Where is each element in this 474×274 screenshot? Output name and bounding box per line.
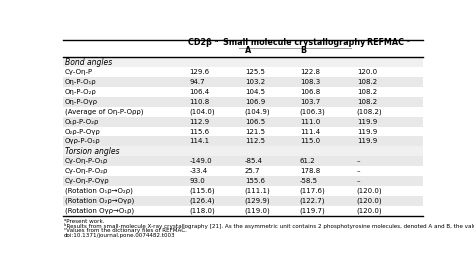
Text: 155.6: 155.6	[245, 178, 265, 184]
Text: -33.4: -33.4	[190, 168, 208, 174]
FancyBboxPatch shape	[63, 117, 423, 127]
Text: 106.9: 106.9	[245, 99, 265, 105]
Text: –: –	[357, 158, 360, 164]
Text: 120.0: 120.0	[357, 69, 377, 75]
Text: ᵃPresent work.: ᵃPresent work.	[64, 219, 104, 224]
Text: 61.2: 61.2	[300, 158, 316, 164]
Text: (122.7): (122.7)	[300, 198, 325, 204]
Text: Cγ-Oη-P-O₁ρ: Cγ-Oη-P-O₁ρ	[65, 158, 108, 164]
Text: 114.1: 114.1	[190, 138, 210, 144]
FancyBboxPatch shape	[63, 97, 423, 107]
Text: -85.4: -85.4	[245, 158, 263, 164]
Text: 125.5: 125.5	[245, 69, 264, 75]
FancyBboxPatch shape	[63, 136, 423, 146]
FancyBboxPatch shape	[63, 186, 423, 196]
Text: –: –	[357, 178, 360, 184]
Text: (Average of Oη-P-Oρρ): (Average of Oη-P-Oρρ)	[65, 109, 143, 115]
Text: 115.6: 115.6	[190, 129, 210, 135]
Text: 112.9: 112.9	[190, 119, 210, 125]
Text: (119.7): (119.7)	[300, 208, 326, 214]
Text: 122.8: 122.8	[300, 69, 320, 75]
Text: 108.2: 108.2	[357, 79, 377, 85]
Text: 93.0: 93.0	[190, 178, 205, 184]
Text: (120.0): (120.0)	[357, 208, 383, 214]
Text: (120.0): (120.0)	[357, 198, 383, 204]
FancyBboxPatch shape	[63, 127, 423, 136]
Text: A: A	[245, 46, 251, 55]
Text: 106.5: 106.5	[245, 119, 265, 125]
FancyBboxPatch shape	[63, 206, 423, 216]
Text: 106.4: 106.4	[190, 89, 210, 95]
Text: (Rotation O₂ρ→Oγρ): (Rotation O₂ρ→Oγρ)	[65, 198, 134, 204]
FancyBboxPatch shape	[63, 196, 423, 206]
Text: CD2β ᵃ: CD2β ᵃ	[188, 38, 218, 47]
Text: (117.6): (117.6)	[300, 188, 326, 194]
Text: Cγ-Oη-P: Cγ-Oη-P	[65, 69, 93, 75]
Text: Cγ-Oη-P-Oγρ: Cγ-Oη-P-Oγρ	[65, 178, 109, 184]
Text: 121.5: 121.5	[245, 129, 265, 135]
Text: (Rotation Oγρ→O₁ρ): (Rotation Oγρ→O₁ρ)	[65, 208, 134, 214]
Text: ᶜValues from the dictionary files of REFMAC.: ᶜValues from the dictionary files of REF…	[64, 229, 187, 233]
Text: 108.2: 108.2	[357, 89, 377, 95]
Text: Oη-P-O₂ρ: Oη-P-O₂ρ	[65, 89, 97, 95]
Text: (104.9): (104.9)	[245, 109, 270, 115]
Text: (Rotation O₁ρ→O₂ρ): (Rotation O₁ρ→O₂ρ)	[65, 188, 133, 194]
Text: 108.2: 108.2	[357, 99, 377, 105]
Text: -149.0: -149.0	[190, 158, 212, 164]
Text: (129.9): (129.9)	[245, 198, 270, 204]
Text: 104.5: 104.5	[245, 89, 265, 95]
Text: REFMAC ᶜ: REFMAC ᶜ	[366, 38, 410, 47]
Text: 119.9: 119.9	[357, 119, 377, 125]
Text: 103.2: 103.2	[245, 79, 265, 85]
FancyBboxPatch shape	[63, 77, 423, 87]
Text: (126.4): (126.4)	[190, 198, 215, 204]
FancyBboxPatch shape	[63, 146, 423, 156]
Text: doi:10.1371/journal.pone.0074482.t003: doi:10.1371/journal.pone.0074482.t003	[64, 233, 175, 238]
Text: 108.3: 108.3	[300, 79, 320, 85]
FancyBboxPatch shape	[63, 87, 423, 97]
Text: (115.6): (115.6)	[190, 188, 215, 194]
FancyBboxPatch shape	[63, 107, 423, 117]
Text: -58.5: -58.5	[300, 178, 318, 184]
FancyBboxPatch shape	[63, 166, 423, 176]
Text: 129.6: 129.6	[190, 69, 210, 75]
Text: Oη-P-Oγρ: Oη-P-Oγρ	[65, 99, 98, 105]
Text: 112.5: 112.5	[245, 138, 265, 144]
Text: Oγρ-P-O₁ρ: Oγρ-P-O₁ρ	[65, 138, 100, 144]
Text: 103.7: 103.7	[300, 99, 320, 105]
Text: O₁ρ-P-O₂ρ: O₁ρ-P-O₂ρ	[65, 119, 99, 125]
Text: 94.7: 94.7	[190, 79, 205, 85]
Text: (104.0): (104.0)	[190, 109, 215, 115]
Text: O₂ρ-P-Oγρ: O₂ρ-P-Oγρ	[65, 129, 100, 135]
Text: (118.0): (118.0)	[190, 208, 215, 214]
Text: 119.9: 119.9	[357, 129, 377, 135]
FancyBboxPatch shape	[63, 176, 423, 186]
Text: (120.0): (120.0)	[357, 188, 383, 194]
Text: (108.2): (108.2)	[357, 109, 383, 115]
Text: Torsion angles: Torsion angles	[65, 147, 119, 156]
Text: Bond angles: Bond angles	[65, 58, 112, 67]
FancyBboxPatch shape	[63, 67, 423, 77]
Text: 106.8: 106.8	[300, 89, 320, 95]
Text: ᵇResults from small-molecule X-ray crystallography [21]. As the asymmetric unit : ᵇResults from small-molecule X-ray cryst…	[64, 223, 474, 229]
Text: 119.9: 119.9	[357, 138, 377, 144]
Text: 115.0: 115.0	[300, 138, 320, 144]
Text: 111.4: 111.4	[300, 129, 320, 135]
Text: (111.1): (111.1)	[245, 188, 271, 194]
Text: (106.3): (106.3)	[300, 109, 326, 115]
Text: B: B	[300, 46, 306, 55]
Text: (119.0): (119.0)	[245, 208, 271, 214]
Text: 110.8: 110.8	[190, 99, 210, 105]
Text: Small molecule crystallography ᵇ: Small molecule crystallography ᵇ	[223, 38, 372, 47]
Text: Oη-P-O₁ρ: Oη-P-O₁ρ	[65, 79, 96, 85]
Text: –: –	[357, 168, 360, 174]
Text: Cγ-Oη-P-O₂ρ: Cγ-Oη-P-O₂ρ	[65, 168, 108, 174]
FancyBboxPatch shape	[63, 57, 423, 67]
FancyBboxPatch shape	[63, 156, 423, 166]
Text: 25.7: 25.7	[245, 168, 260, 174]
Text: 178.8: 178.8	[300, 168, 320, 174]
Text: 111.0: 111.0	[300, 119, 320, 125]
